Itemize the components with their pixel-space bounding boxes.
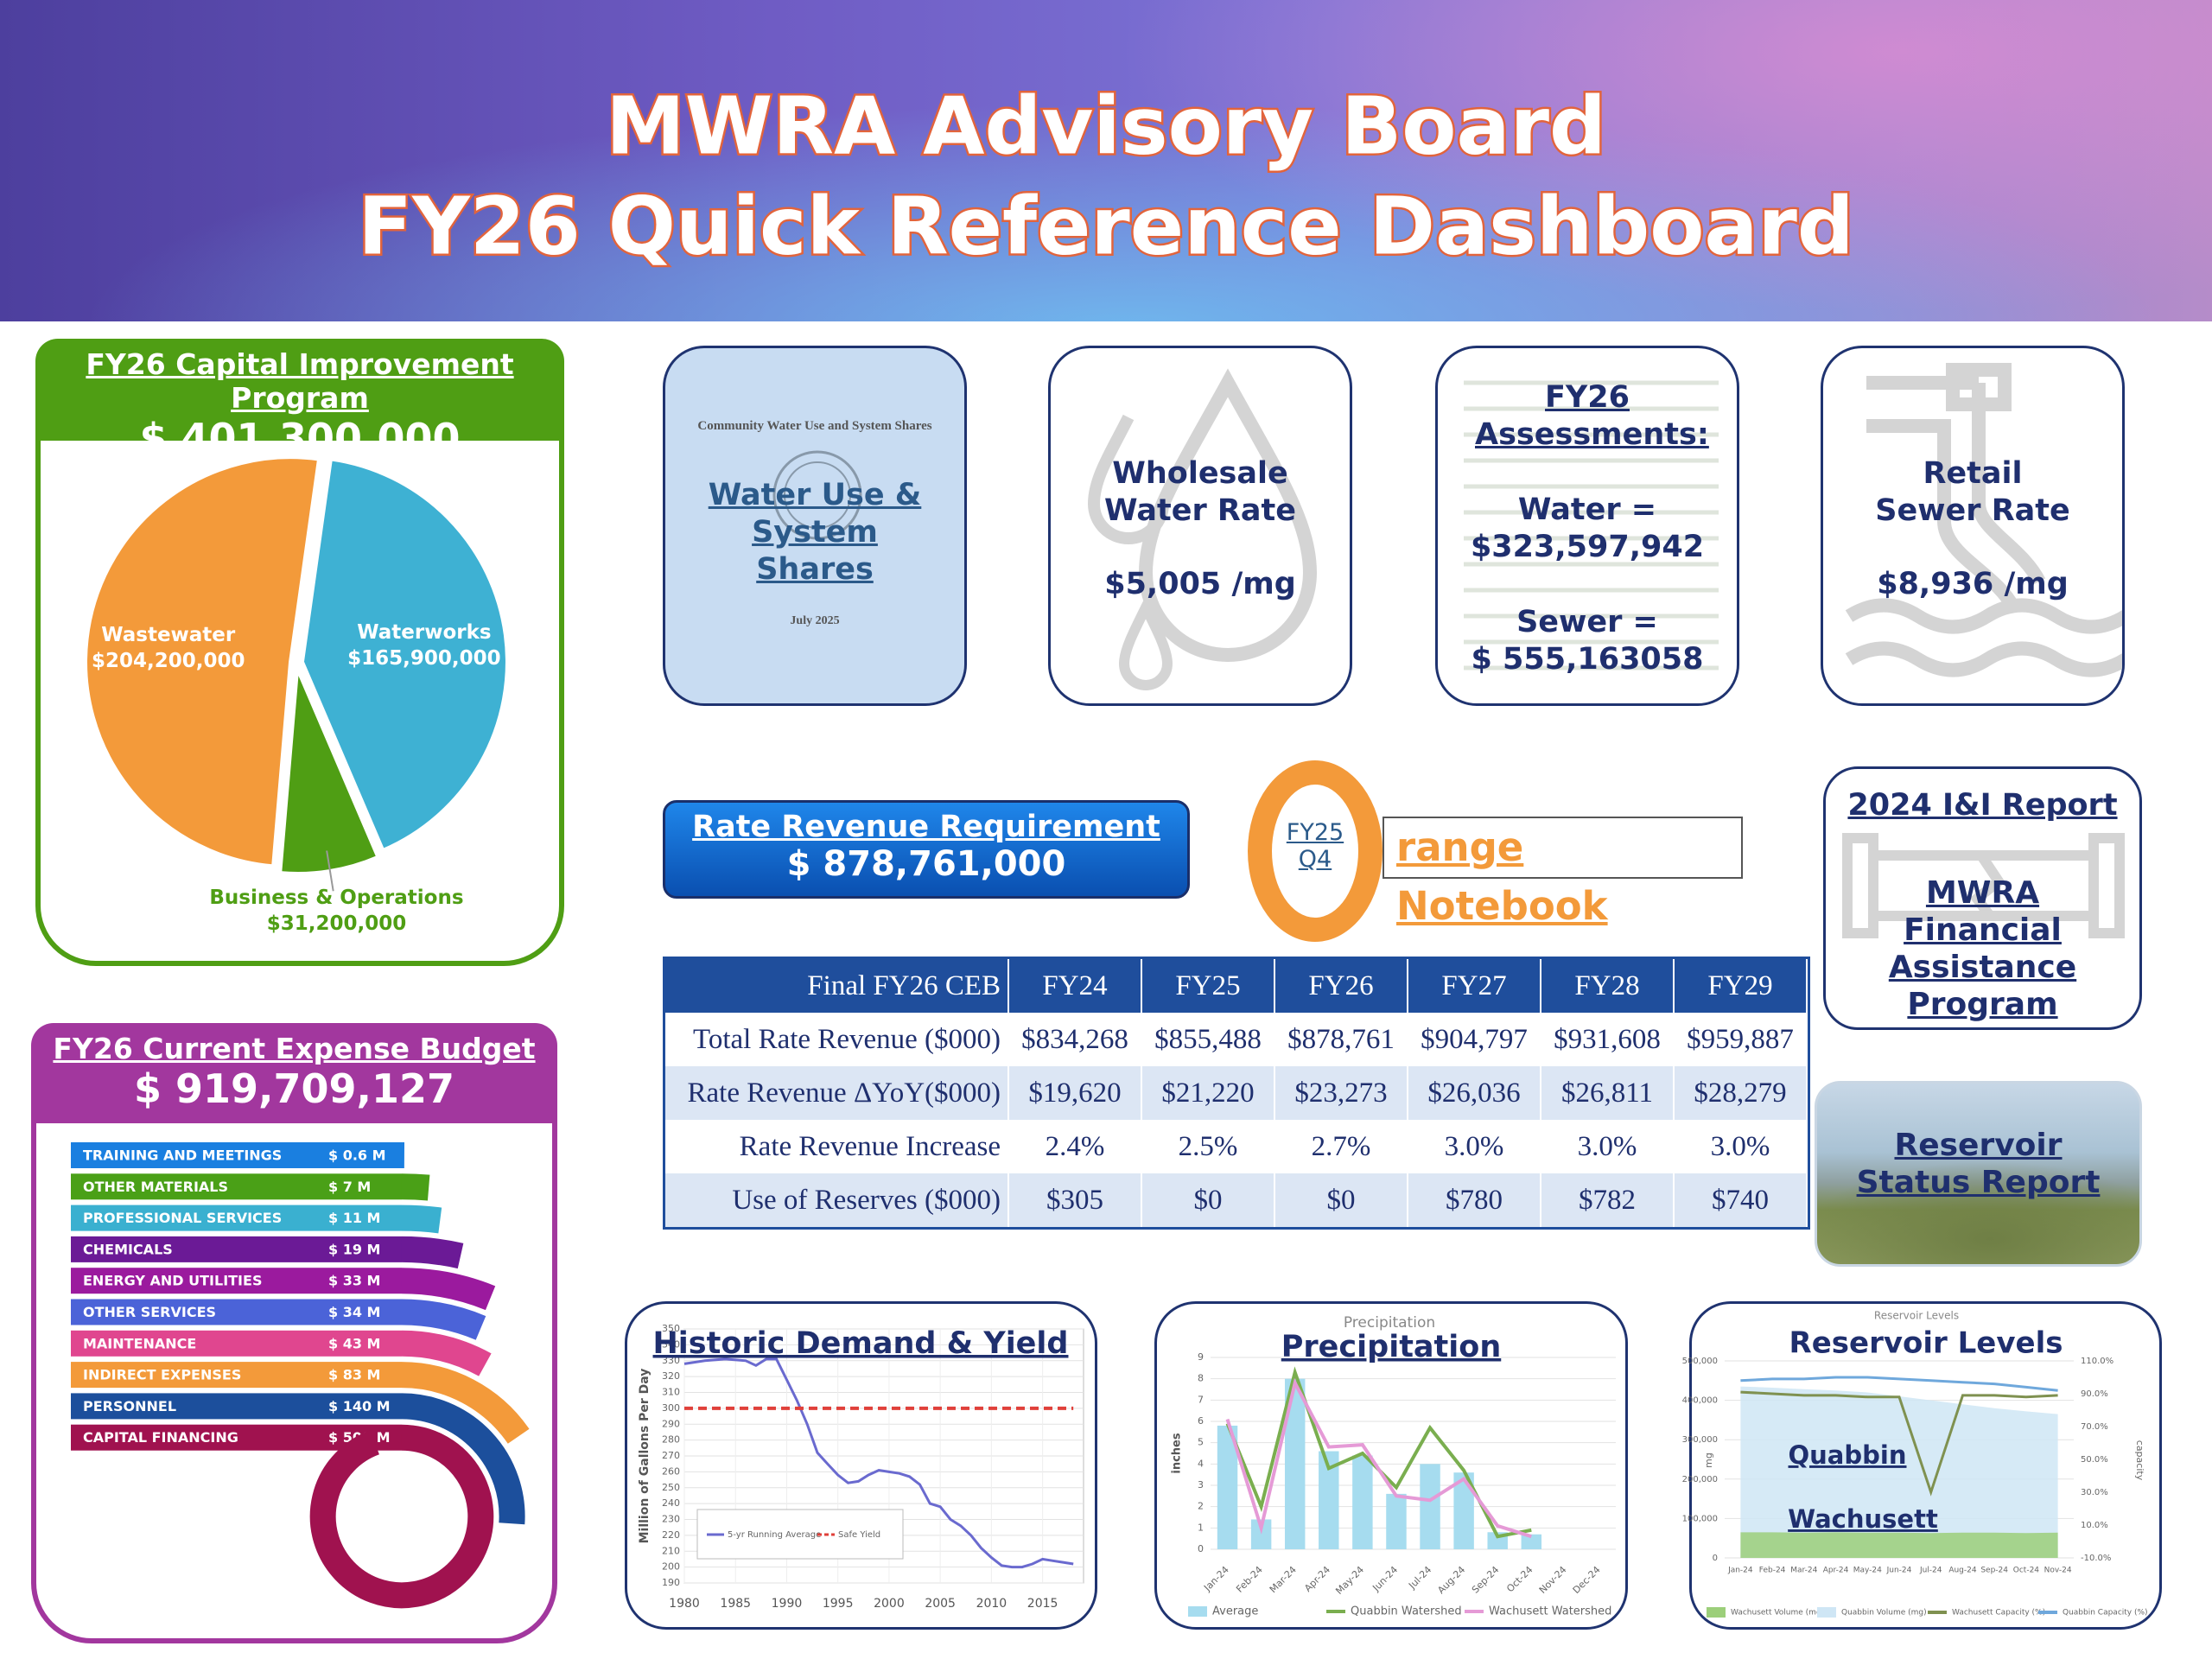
table-cell: $782 [1541,1173,1675,1227]
table-header-cell: FY29 [1674,959,1808,1013]
table-header-cell: Final FY26 CEB [665,959,1009,1013]
sewer-icon [1845,363,2122,677]
table-cell: $878,761 [1274,1013,1408,1066]
precipitation-card[interactable] [1154,1301,1628,1630]
table-cell: Rate Revenue Increase [665,1120,1009,1173]
table-cell: 3.0% [1674,1120,1808,1173]
wholesale-tile[interactable]: Wholesale Water Rate $5,005 /mg [1048,346,1352,706]
table-cell: $855,488 [1141,1013,1275,1066]
capital-program-title[interactable]: FY26 Capital Improvement Program [86,347,514,415]
orange-notebook-link[interactable]: range Notebook [1382,817,1743,929]
orange-notebook-label[interactable]: range Notebook [1396,824,1608,929]
capital-program-header: FY26 Capital Improvement Program $ 401,3… [35,339,564,461]
table-cell: Total Rate Revenue ($000) [665,1013,1009,1066]
table-header-cell: FY25 [1141,959,1275,1013]
water-value: $323,597,942 [1470,530,1705,564]
water-use-link[interactable]: Water Use & System Shares [708,478,922,587]
doc-date: July 2025 [790,614,840,627]
table-cell: $931,608 [1541,1013,1675,1066]
table-body: Total Rate Revenue ($000) $834,268 $855,48… [665,1013,1808,1227]
wholesale-value: $5,005 /mg [1104,567,1296,601]
table-cell: 2.7% [1274,1120,1408,1173]
reservoir-levels-card[interactable] [1689,1301,2162,1630]
table-header-cell: FY26 [1274,959,1408,1013]
table-cell: $26,811 [1541,1066,1675,1120]
assessments-title[interactable]: FY26 Assessments: [1475,380,1709,452]
table-cell: $780 [1408,1173,1541,1227]
table-cell: Use of Reserves ($000) [665,1173,1009,1227]
expense-budget-title[interactable]: FY26 Current Expense Budget [53,1032,536,1065]
sewer-tile[interactable]: Retail Sewer Rate $8,936 /mg [1821,346,2125,706]
water-drop-icon [1087,368,1318,690]
table-cell: 2.4% [1008,1120,1142,1173]
ii-report-title[interactable]: 2024 I&I Report [1847,788,2118,823]
rate-revenue-title[interactable]: Rate Revenue Requirement [692,810,1160,844]
table-header-cell: FY27 [1408,959,1541,1013]
table-cell: 2.5% [1141,1120,1275,1173]
expense-budget-total: $ 919,709,127 [133,1065,455,1112]
table-cell: $26,036 [1408,1066,1541,1120]
table-header-row: Final FY26 CEB FY24 FY25 FY26 FY27 FY28 FY29 [665,959,1808,1013]
doc-title: Community Water Use and System Shares [697,419,932,433]
water-label: Water = [1517,493,1657,527]
orange-notebook-badge[interactable]: FY25 Q4 [1248,760,1382,942]
expense-budget-card: FY26 Current Expense Budget $ 919,709,12… [31,1023,557,1643]
ii-report-card[interactable]: 2024 I&I Report MWRA Financial Assistanc… [1823,766,2142,1030]
table-cell: 3.0% [1408,1120,1541,1173]
table-header-cell: FY24 [1008,959,1142,1013]
table-row: Rate Revenue ΔYoY($000) $19,620 $21,220 $23… [665,1066,1808,1120]
reservoir-status-card[interactable]: Reservoir Status Report [1815,1081,2142,1267]
capital-program-card: FY26 Capital Improvement Program $ 401,3… [35,339,564,966]
demand-card[interactable] [625,1301,1097,1630]
table-cell: $904,797 [1408,1013,1541,1066]
assessments-tile[interactable]: FY26 Assessments: Water = $323,597,942 S… [1435,346,1739,706]
table-cell: $28,279 [1674,1066,1808,1120]
badge-line1[interactable]: FY25 [1286,819,1344,846]
table-header-cell: FY28 [1541,959,1675,1013]
pipe-icon [1842,833,2125,938]
table-cell: $959,887 [1674,1013,1808,1066]
expense-budget-header: FY26 Current Expense Budget $ 919,709,12… [31,1023,557,1123]
ceb-table-frame: Final FY26 CEB FY24 FY25 FY26 FY27 FY28 FY29 To… [663,957,1810,1230]
reservoir-status-link[interactable]: Reservoir Status Report [1856,1128,2101,1200]
table-cell: $21,220 [1141,1066,1275,1120]
capital-program-total: $ 401,300,000 [139,415,461,461]
table-cell: $23,273 [1274,1066,1408,1120]
table-cell: $834,268 [1008,1013,1142,1066]
sewer-value: $ 555,163058 [1471,642,1704,677]
table-cell: $19,620 [1008,1066,1142,1120]
ii-report-link[interactable]: MWRA Financial Assistance Program [1888,875,2077,1022]
table-cell: $740 [1674,1173,1808,1227]
table-row: Use of Reserves ($000) $305 $0 $0 $780 $782 $7… [665,1173,1808,1227]
seal-icon [772,450,862,540]
table-row: Rate Revenue Increase 2.4% 2.5% 2.7% 3.0% 3.0… [665,1120,1808,1173]
table-cell: $305 [1008,1173,1142,1227]
rate-revenue-value: $ 878,761,000 [786,844,1066,884]
table-cell: $0 [1141,1173,1275,1227]
rate-revenue-button[interactable]: Rate Revenue Requirement $ 878,761,000 [663,800,1190,899]
table-row: Total Rate Revenue ($000) $834,268 $855,48… [665,1013,1808,1066]
sewer-value: $8,936 /mg [1877,567,2069,601]
table-cell: Rate Revenue ΔYoY($000) [665,1066,1009,1120]
sewer-label: Sewer = [1516,605,1658,639]
spreadsheet-thumbnail [1464,380,1719,671]
wholesale-label: Wholesale Water Rate [1104,456,1296,528]
table-cell: 3.0% [1541,1120,1675,1173]
sewer-label: Retail Sewer Rate [1875,456,2070,528]
header-banner [0,0,2212,321]
water-use-tile[interactable]: Community Water Use and System Shares Wa… [663,346,967,706]
table-cell: $0 [1274,1173,1408,1227]
badge-line2[interactable]: Q4 [1298,846,1332,873]
ceb-table: Final FY26 CEB FY24 FY25 FY26 FY27 FY28 FY29 To… [665,959,1808,1227]
